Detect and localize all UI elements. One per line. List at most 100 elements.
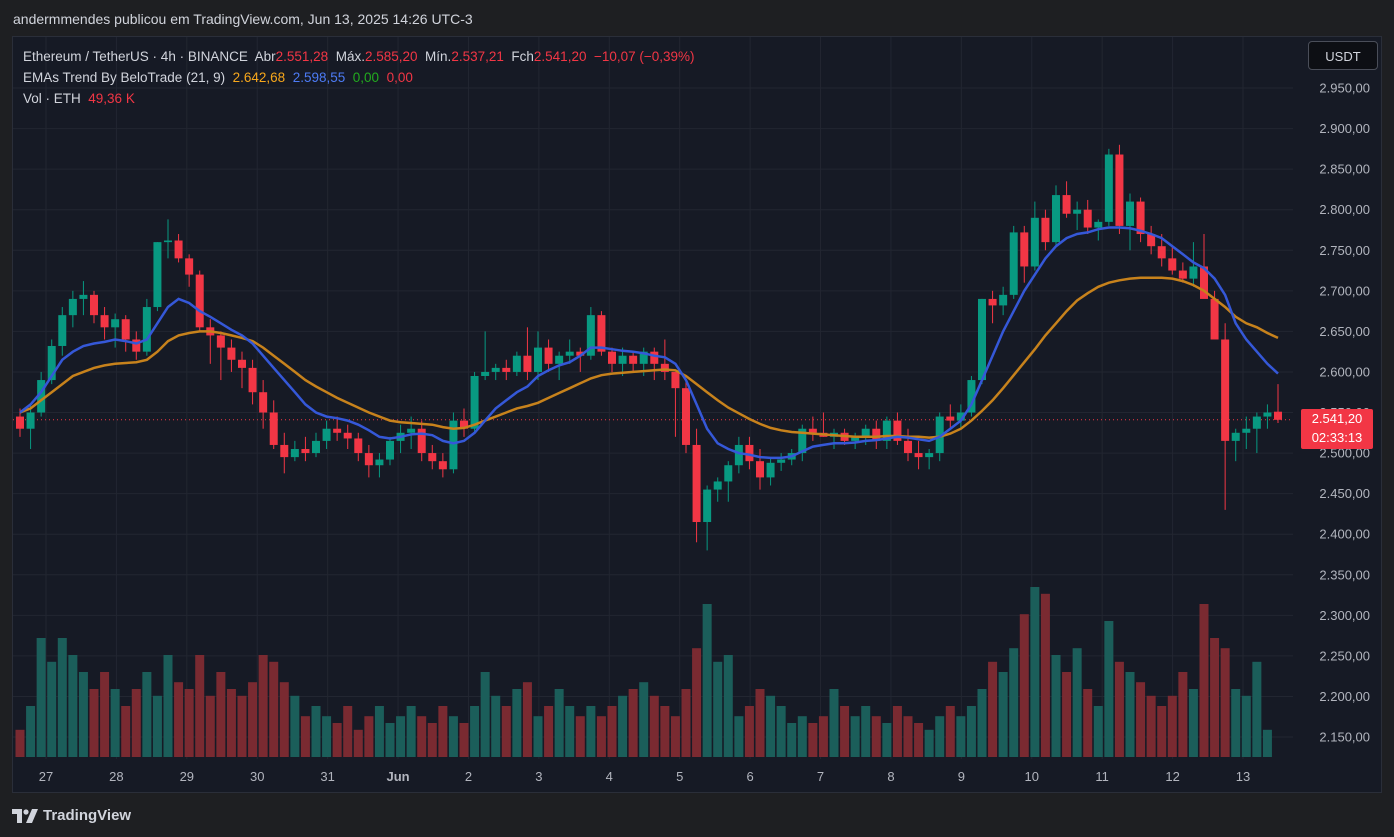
volume-bar — [670, 716, 680, 757]
volume-bar — [385, 723, 395, 757]
candle-body — [586, 315, 595, 356]
volume-label[interactable]: Vol · ETH — [23, 91, 81, 106]
volume-bar — [1093, 706, 1103, 757]
tradingview-logo[interactable]: TradingView — [12, 807, 131, 824]
candle-body — [58, 315, 67, 346]
price-axis: 2.950,00 2.900,00 2.850,00 2.800,00 2.750,00… — [1319, 81, 1370, 745]
volume-bars — [15, 587, 1272, 757]
candle-body — [1009, 232, 1018, 295]
current-price-label: 2.541,20 — [1311, 410, 1363, 426]
price-tick-label: 2.300,00 — [1319, 608, 1370, 623]
candle-body — [861, 428, 870, 437]
candle-body — [174, 240, 183, 259]
candle-body — [777, 459, 786, 463]
volume-bar — [89, 689, 99, 757]
candle-body — [1242, 428, 1251, 433]
ema-slow-line — [19, 276, 1279, 439]
low-label: Mín. — [425, 49, 452, 64]
candle-body — [914, 453, 923, 458]
volume-bar — [596, 716, 606, 757]
price-tick-label: 2.450,00 — [1319, 486, 1370, 501]
volume-bar — [427, 723, 437, 757]
volume-bar — [882, 723, 892, 757]
candle-body — [629, 355, 638, 364]
volume-bar — [216, 672, 226, 757]
open-value: 2.551,28 — [275, 49, 329, 64]
price-tick-label: 2.200,00 — [1319, 689, 1370, 704]
time-tick-label: 2 — [465, 769, 472, 784]
time-tick-label: 12 — [1165, 769, 1179, 784]
price-tick-label: 2.850,00 — [1319, 162, 1370, 177]
volume-bar — [575, 716, 585, 757]
time-tick-label: 27 — [39, 769, 53, 784]
currency-button[interactable]: USDT — [1308, 41, 1378, 70]
time-tick-label: 10 — [1025, 769, 1039, 784]
volume-bar — [829, 689, 839, 757]
legend-volume-row: Vol · ETH 49,36 K — [23, 88, 695, 109]
candle-body — [1274, 411, 1282, 420]
candle-body — [407, 428, 416, 433]
candle-body — [967, 380, 976, 413]
symbol-label[interactable]: Ethereum / TetherUS · 4h · BINANCE — [23, 49, 248, 64]
volume-bar — [1051, 655, 1061, 757]
candle-body — [121, 319, 130, 340]
candle-body — [386, 440, 394, 460]
candle-body — [1104, 154, 1113, 222]
candle-body — [142, 307, 151, 352]
candle-body — [312, 440, 320, 454]
volume-bar — [258, 655, 268, 757]
candle-body — [1083, 209, 1092, 228]
candle-body — [301, 449, 310, 454]
candle-body — [354, 438, 363, 454]
volume-bar — [396, 716, 406, 757]
candle-body — [47, 345, 56, 381]
indicator-name[interactable]: EMAs Trend By BeloTrade (21, 9) — [23, 70, 226, 85]
volume-bar — [1178, 672, 1188, 757]
volume-bar — [744, 706, 754, 757]
volume-bar — [15, 729, 25, 757]
time-tick-label: 7 — [817, 769, 824, 784]
time-tick-label: 30 — [250, 769, 264, 784]
candle-body — [745, 444, 754, 462]
volume-bar — [1114, 661, 1124, 757]
candle-body — [449, 420, 458, 470]
candle-body — [460, 420, 468, 429]
candle-body — [1115, 154, 1124, 226]
volume-bar — [850, 716, 860, 757]
volume-bar — [36, 638, 46, 757]
candle-body — [766, 462, 775, 478]
candle-body — [185, 258, 194, 275]
chart-legend: Ethereum / TetherUS · 4h · BINANCE Abr2.… — [23, 46, 695, 109]
volume-bar — [110, 689, 120, 757]
close-value: 2.541,20 — [533, 49, 587, 64]
candle-body — [618, 355, 627, 364]
candle-body — [1126, 201, 1134, 226]
price-tick-label: 2.600,00 — [1319, 364, 1370, 379]
candle-body — [1263, 412, 1272, 417]
ema9-value: 2.598,55 — [292, 70, 346, 85]
candle-body — [470, 375, 479, 429]
time-tick-label: 4 — [606, 769, 613, 784]
candle-body — [195, 274, 204, 328]
volume-bar — [1083, 689, 1093, 757]
candle-body — [428, 453, 437, 462]
volume-bar — [713, 661, 723, 757]
candle-body — [660, 363, 669, 372]
volume-bar — [1157, 706, 1167, 757]
volume-bar — [417, 716, 427, 757]
chart-frame[interactable]: 2.950,00 2.900,00 2.850,00 2.800,00 2.750,00… — [12, 36, 1382, 793]
ema-fast-line — [19, 226, 1279, 460]
candle-body — [734, 444, 743, 466]
brand-name: TradingView — [43, 807, 132, 824]
candle-body — [893, 420, 902, 441]
candle-body — [100, 315, 109, 328]
volume-bar — [100, 672, 110, 757]
top-bar: andermmendes publicou em TradingView.com… — [0, 0, 1394, 36]
volume-bar — [184, 689, 194, 757]
candle-body — [481, 371, 490, 376]
candle-body — [1041, 217, 1050, 243]
price-chart[interactable]: 2.950,00 2.900,00 2.850,00 2.800,00 2.750,00… — [13, 37, 1381, 792]
volume-bar — [152, 695, 162, 757]
candles — [16, 144, 1282, 551]
volume-bar — [68, 655, 78, 757]
